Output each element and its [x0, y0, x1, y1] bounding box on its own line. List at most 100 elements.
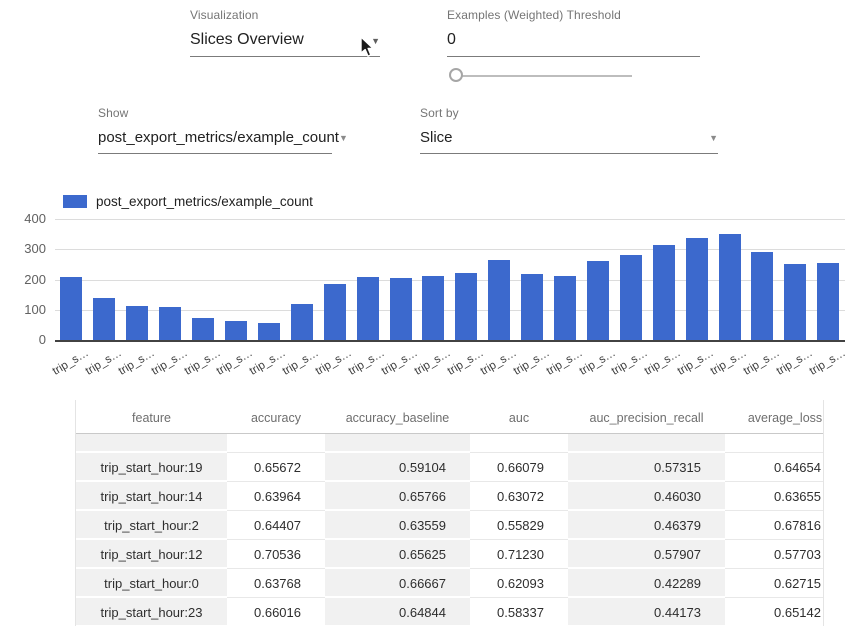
x-axis-labels: trip_s…trip_s…trip_s…trip_s…trip_s…trip_…	[55, 344, 845, 396]
threshold-slider[interactable]	[447, 68, 637, 84]
metrics-table: featureaccuracyaccuracy_baselineaucauc_p…	[76, 400, 824, 626]
sort-by-value: Slice	[420, 129, 453, 146]
metric-cell: 0.42289	[568, 569, 725, 598]
metric-cell: 0.63964	[227, 482, 325, 511]
bar	[159, 307, 181, 340]
bar	[620, 255, 642, 340]
x-tick-label: trip_s…	[446, 347, 486, 378]
table-row[interactable]: trip_start_hour:190.656720.591040.660790…	[76, 453, 824, 482]
column-header-average_loss[interactable]: average_loss	[725, 400, 824, 434]
bar-slot	[680, 219, 713, 340]
column-header-accuracy[interactable]: accuracy	[227, 400, 325, 434]
bar	[488, 260, 510, 340]
bar	[719, 234, 741, 340]
visualization-select[interactable]: Slices Overview ▼	[190, 31, 380, 57]
bar-slot	[220, 219, 253, 340]
metric-cell: 0.70536	[227, 540, 325, 569]
chevron-down-icon: ▼	[339, 134, 348, 146]
x-tick-label: trip_s…	[808, 347, 848, 378]
x-tick-label: trip_s…	[610, 347, 650, 378]
filter-cell	[568, 434, 725, 453]
chevron-down-icon: ▼	[371, 37, 380, 49]
plot-area	[55, 219, 845, 342]
x-tick-label: trip_s…	[742, 347, 782, 378]
filter-cell	[325, 434, 470, 453]
slider-handle[interactable]	[449, 68, 463, 82]
bar-slot	[154, 219, 187, 340]
x-tick-label: trip_s…	[314, 347, 354, 378]
x-tick-label: trip_s…	[709, 347, 749, 378]
metric-cell: 0.57907	[568, 540, 725, 569]
table-filter-row	[76, 434, 824, 453]
y-tick-label: 0	[0, 332, 46, 347]
legend-swatch	[63, 195, 87, 208]
x-tick-label: trip_s…	[775, 347, 815, 378]
metric-cell: 0.65672	[227, 453, 325, 482]
x-tick-label: trip_s…	[544, 347, 584, 378]
metric-cell: 0.65766	[325, 482, 470, 511]
bar-slot	[483, 219, 516, 340]
bar-slot	[187, 219, 220, 340]
legend-label: post_export_metrics/example_count	[96, 194, 313, 209]
x-tick-label: trip_s…	[511, 347, 551, 378]
bar-slot	[516, 219, 549, 340]
threshold-field: Examples (Weighted) Threshold	[447, 8, 700, 57]
x-tick-label: trip_s…	[577, 347, 617, 378]
metric-cell: 0.64844	[325, 598, 470, 626]
feature-cell: trip_start_hour:23	[76, 598, 227, 626]
column-header-feature[interactable]: feature	[76, 400, 227, 434]
threshold-input[interactable]	[447, 31, 700, 57]
show-select[interactable]: post_export_metrics/example_count ▼	[98, 129, 332, 154]
y-tick-label: 300	[0, 241, 46, 256]
bar-slot	[55, 219, 88, 340]
metric-cell: 0.67816	[725, 511, 824, 540]
x-tick-label: trip_s…	[83, 347, 123, 378]
bar	[126, 306, 148, 340]
table-row[interactable]: trip_start_hour:230.660160.648440.583370…	[76, 598, 824, 626]
table-row[interactable]: trip_start_hour:20.644070.635590.558290.…	[76, 511, 824, 540]
sort-by-select[interactable]: Slice ▼	[420, 129, 718, 154]
sort-by-label: Sort by	[420, 106, 718, 120]
metric-cell: 0.62093	[470, 569, 568, 598]
bar-slot	[549, 219, 582, 340]
table-row[interactable]: trip_start_hour:140.639640.657660.630720…	[76, 482, 824, 511]
metric-cell: 0.55829	[470, 511, 568, 540]
metrics-table-container: featureaccuracyaccuracy_baselineaucauc_p…	[75, 400, 824, 626]
feature-cell: trip_start_hour:12	[76, 540, 227, 569]
threshold-label: Examples (Weighted) Threshold	[447, 8, 700, 22]
slider-track[interactable]	[455, 75, 632, 77]
visualization-label: Visualization	[190, 8, 380, 22]
bar	[324, 284, 346, 340]
bar-slot	[713, 219, 746, 340]
x-tick-label: trip_s…	[676, 347, 716, 378]
bar-slot	[582, 219, 615, 340]
bar	[357, 277, 379, 340]
bar	[93, 298, 115, 340]
x-tick-label: trip_s…	[149, 347, 189, 378]
table-row[interactable]: trip_start_hour:00.637680.666670.620930.…	[76, 569, 824, 598]
bar	[60, 277, 82, 340]
bar-slot	[614, 219, 647, 340]
filter-cell	[725, 434, 824, 453]
chevron-down-icon: ▼	[709, 134, 718, 146]
metric-cell: 0.66667	[325, 569, 470, 598]
bar	[192, 318, 214, 340]
x-tick-label: trip_s…	[248, 347, 288, 378]
y-tick-label: 200	[0, 272, 46, 287]
column-header-auc[interactable]: auc	[470, 400, 568, 434]
filter-cell	[470, 434, 568, 453]
metric-cell: 0.63559	[325, 511, 470, 540]
slices-bar-chart: post_export_metrics/example_count trip_s…	[0, 190, 863, 400]
column-header-auc_precision_recall[interactable]: auc_precision_recall	[568, 400, 725, 434]
table-row[interactable]: trip_start_hour:120.705360.656250.712300…	[76, 540, 824, 569]
bar-slot	[647, 219, 680, 340]
x-tick-label: trip_s…	[380, 347, 420, 378]
x-tick-label: trip_s…	[643, 347, 683, 378]
column-header-accuracy_baseline[interactable]: accuracy_baseline	[325, 400, 470, 434]
bar-series	[55, 219, 845, 340]
metric-cell: 0.63072	[470, 482, 568, 511]
bar-slot	[746, 219, 779, 340]
x-tick-label: trip_s…	[215, 347, 255, 378]
metric-cell: 0.63768	[227, 569, 325, 598]
x-tick-label: trip_s…	[182, 347, 222, 378]
